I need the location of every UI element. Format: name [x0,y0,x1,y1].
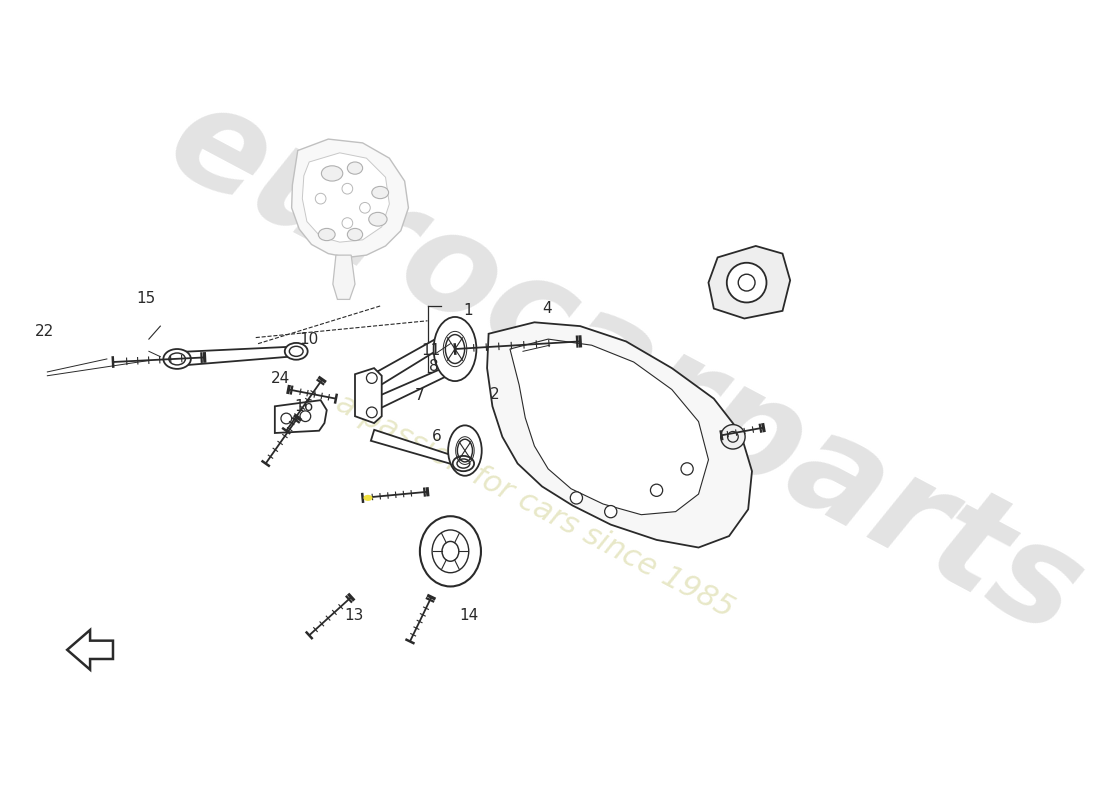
Text: 8: 8 [429,359,438,374]
Circle shape [727,262,767,302]
Text: eurocarparts: eurocarparts [147,71,1100,666]
Text: 10: 10 [299,332,319,347]
Text: 7: 7 [415,389,425,403]
Polygon shape [333,255,355,299]
Ellipse shape [448,426,482,476]
Ellipse shape [420,516,481,586]
Polygon shape [177,346,297,366]
Polygon shape [355,368,382,423]
Text: 2: 2 [490,387,499,402]
Ellipse shape [318,229,336,241]
Ellipse shape [164,349,191,369]
Text: 24: 24 [271,371,290,386]
Text: 6: 6 [432,429,441,444]
Circle shape [342,218,353,229]
Circle shape [360,202,371,213]
Ellipse shape [368,212,387,226]
Polygon shape [367,364,455,412]
Text: 22: 22 [35,324,54,338]
Circle shape [316,194,326,204]
Circle shape [570,492,583,504]
Polygon shape [487,322,752,547]
Text: 15: 15 [136,290,156,306]
Circle shape [342,183,353,194]
Ellipse shape [363,495,373,501]
Text: 1: 1 [464,303,473,318]
Polygon shape [67,630,113,670]
Ellipse shape [433,317,476,381]
Circle shape [681,462,693,475]
Text: 14: 14 [459,608,478,623]
Polygon shape [302,153,389,242]
Ellipse shape [285,343,308,360]
Circle shape [650,484,662,496]
Ellipse shape [372,186,388,198]
Polygon shape [366,330,455,390]
Text: 13: 13 [344,608,364,623]
Polygon shape [708,246,790,318]
Polygon shape [292,139,408,258]
Polygon shape [510,339,708,514]
Text: 11: 11 [421,343,440,358]
Text: a passion for cars since 1985: a passion for cars since 1985 [330,388,738,623]
Circle shape [720,425,745,449]
Polygon shape [275,400,327,433]
Circle shape [605,506,617,518]
Text: 4: 4 [542,301,552,316]
Ellipse shape [348,229,363,241]
Ellipse shape [453,456,474,471]
Ellipse shape [348,162,363,174]
Text: 16: 16 [295,399,313,414]
Polygon shape [371,430,465,467]
Ellipse shape [321,166,343,181]
